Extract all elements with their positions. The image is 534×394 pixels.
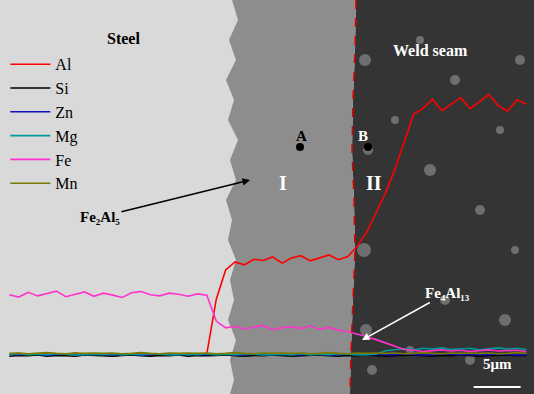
svg-text:5μm: 5μm (483, 356, 512, 372)
svg-text:II: II (366, 172, 382, 194)
svg-text:Al: Al (55, 56, 72, 73)
svg-text:Mn: Mn (55, 175, 77, 192)
svg-text:B: B (358, 128, 368, 144)
svg-text:Fe: Fe (55, 152, 71, 169)
svg-text:I: I (279, 172, 287, 194)
svg-text:A: A (296, 128, 307, 144)
svg-text:Fe₂Al₅: Fe₂Al₅ (80, 209, 120, 225)
svg-text:Si: Si (55, 80, 69, 97)
svg-text:Weld seam: Weld seam (393, 42, 468, 59)
svg-text:Mg: Mg (55, 128, 77, 146)
svg-text:Steel: Steel (107, 30, 140, 47)
svg-text:Zn: Zn (55, 104, 73, 121)
svg-text:Fe₄Al₁₃: Fe₄Al₁₃ (425, 285, 470, 301)
